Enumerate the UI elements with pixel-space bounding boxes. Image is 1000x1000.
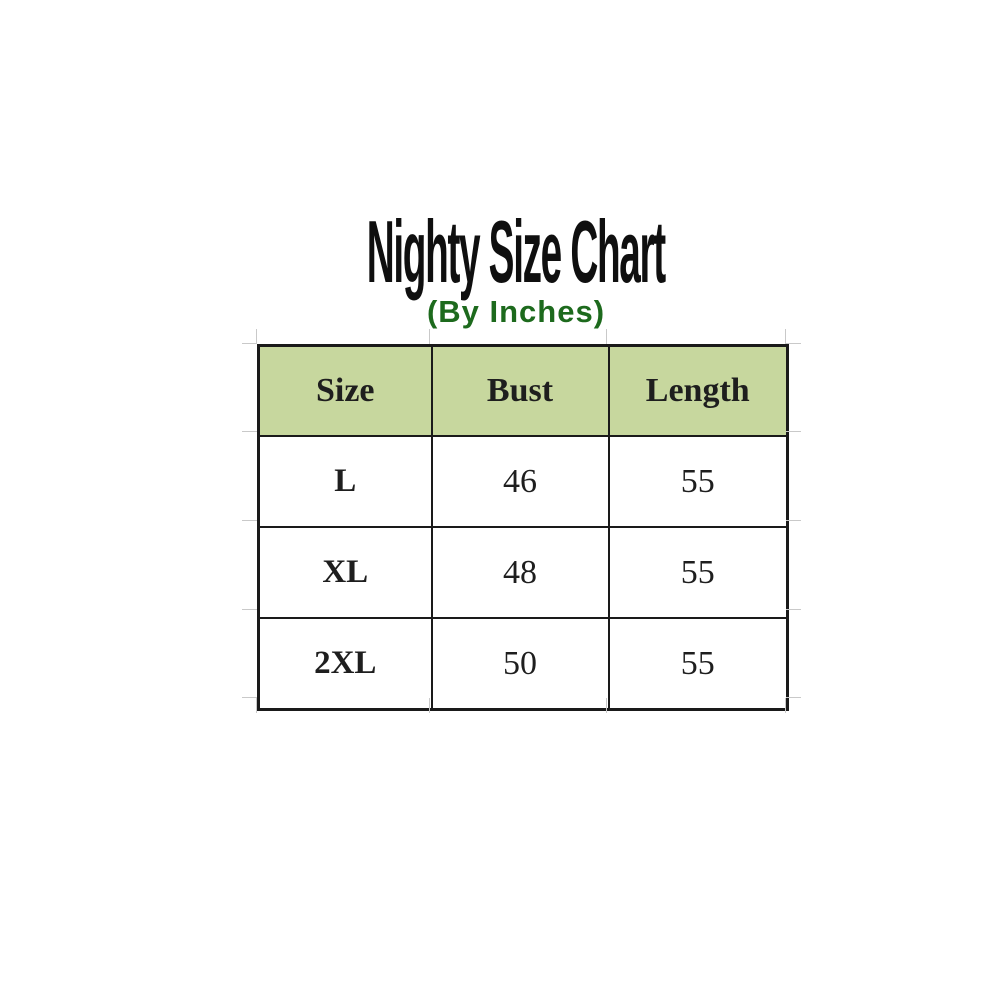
page-subtitle: (By Inches) xyxy=(426,294,606,329)
bust-value: 46 xyxy=(430,435,610,528)
gridline-stub xyxy=(429,698,430,713)
gridline-stub xyxy=(606,698,607,713)
page-subtitle-row: (By Inches) xyxy=(0,294,1000,330)
bust-value: 50 xyxy=(430,617,610,711)
gridline-stub xyxy=(242,697,257,698)
table-row: XL 48 55 xyxy=(257,526,789,619)
header-cell-bust: Bust xyxy=(430,344,610,437)
bust-value: 48 xyxy=(430,526,610,619)
table-row: 2XL 50 55 xyxy=(257,617,789,711)
size-chart-table: Size Bust Length L 46 55 XL 48 55 2XL xyxy=(257,344,789,711)
gridline-stub xyxy=(429,329,430,344)
header-cell-size: Size xyxy=(257,344,433,437)
gridline-stub xyxy=(606,329,607,344)
gridline-stub xyxy=(242,609,257,610)
page-title: Nighty Size Chart xyxy=(366,202,666,301)
size-label: 2XL xyxy=(257,617,433,711)
header-row: Size Bust Length xyxy=(257,344,789,437)
gridline-stub xyxy=(786,520,801,521)
gridline-stub xyxy=(242,431,257,432)
length-value: 55 xyxy=(607,435,789,528)
header-cell-length: Length xyxy=(607,344,789,437)
gridline-stub xyxy=(786,431,801,432)
gridline-stub xyxy=(786,697,801,698)
length-value: 55 xyxy=(607,617,789,711)
gridline-stub xyxy=(785,698,786,713)
gridline-stub xyxy=(785,329,786,344)
gridline-stub xyxy=(256,698,257,713)
gridline-stub xyxy=(786,343,801,344)
size-label: XL xyxy=(257,526,433,619)
gridline-stub xyxy=(242,343,257,344)
gridline-stub xyxy=(786,609,801,610)
table-row: L 46 55 xyxy=(257,435,789,528)
length-value: 55 xyxy=(607,526,789,619)
page-title-row: Nighty Size Chart xyxy=(0,206,1000,298)
gridline-stub xyxy=(242,520,257,521)
size-chart-table-area: Size Bust Length L 46 55 XL 48 55 2XL xyxy=(242,329,801,713)
size-label: L xyxy=(257,435,433,528)
gridline-stub xyxy=(256,329,257,344)
